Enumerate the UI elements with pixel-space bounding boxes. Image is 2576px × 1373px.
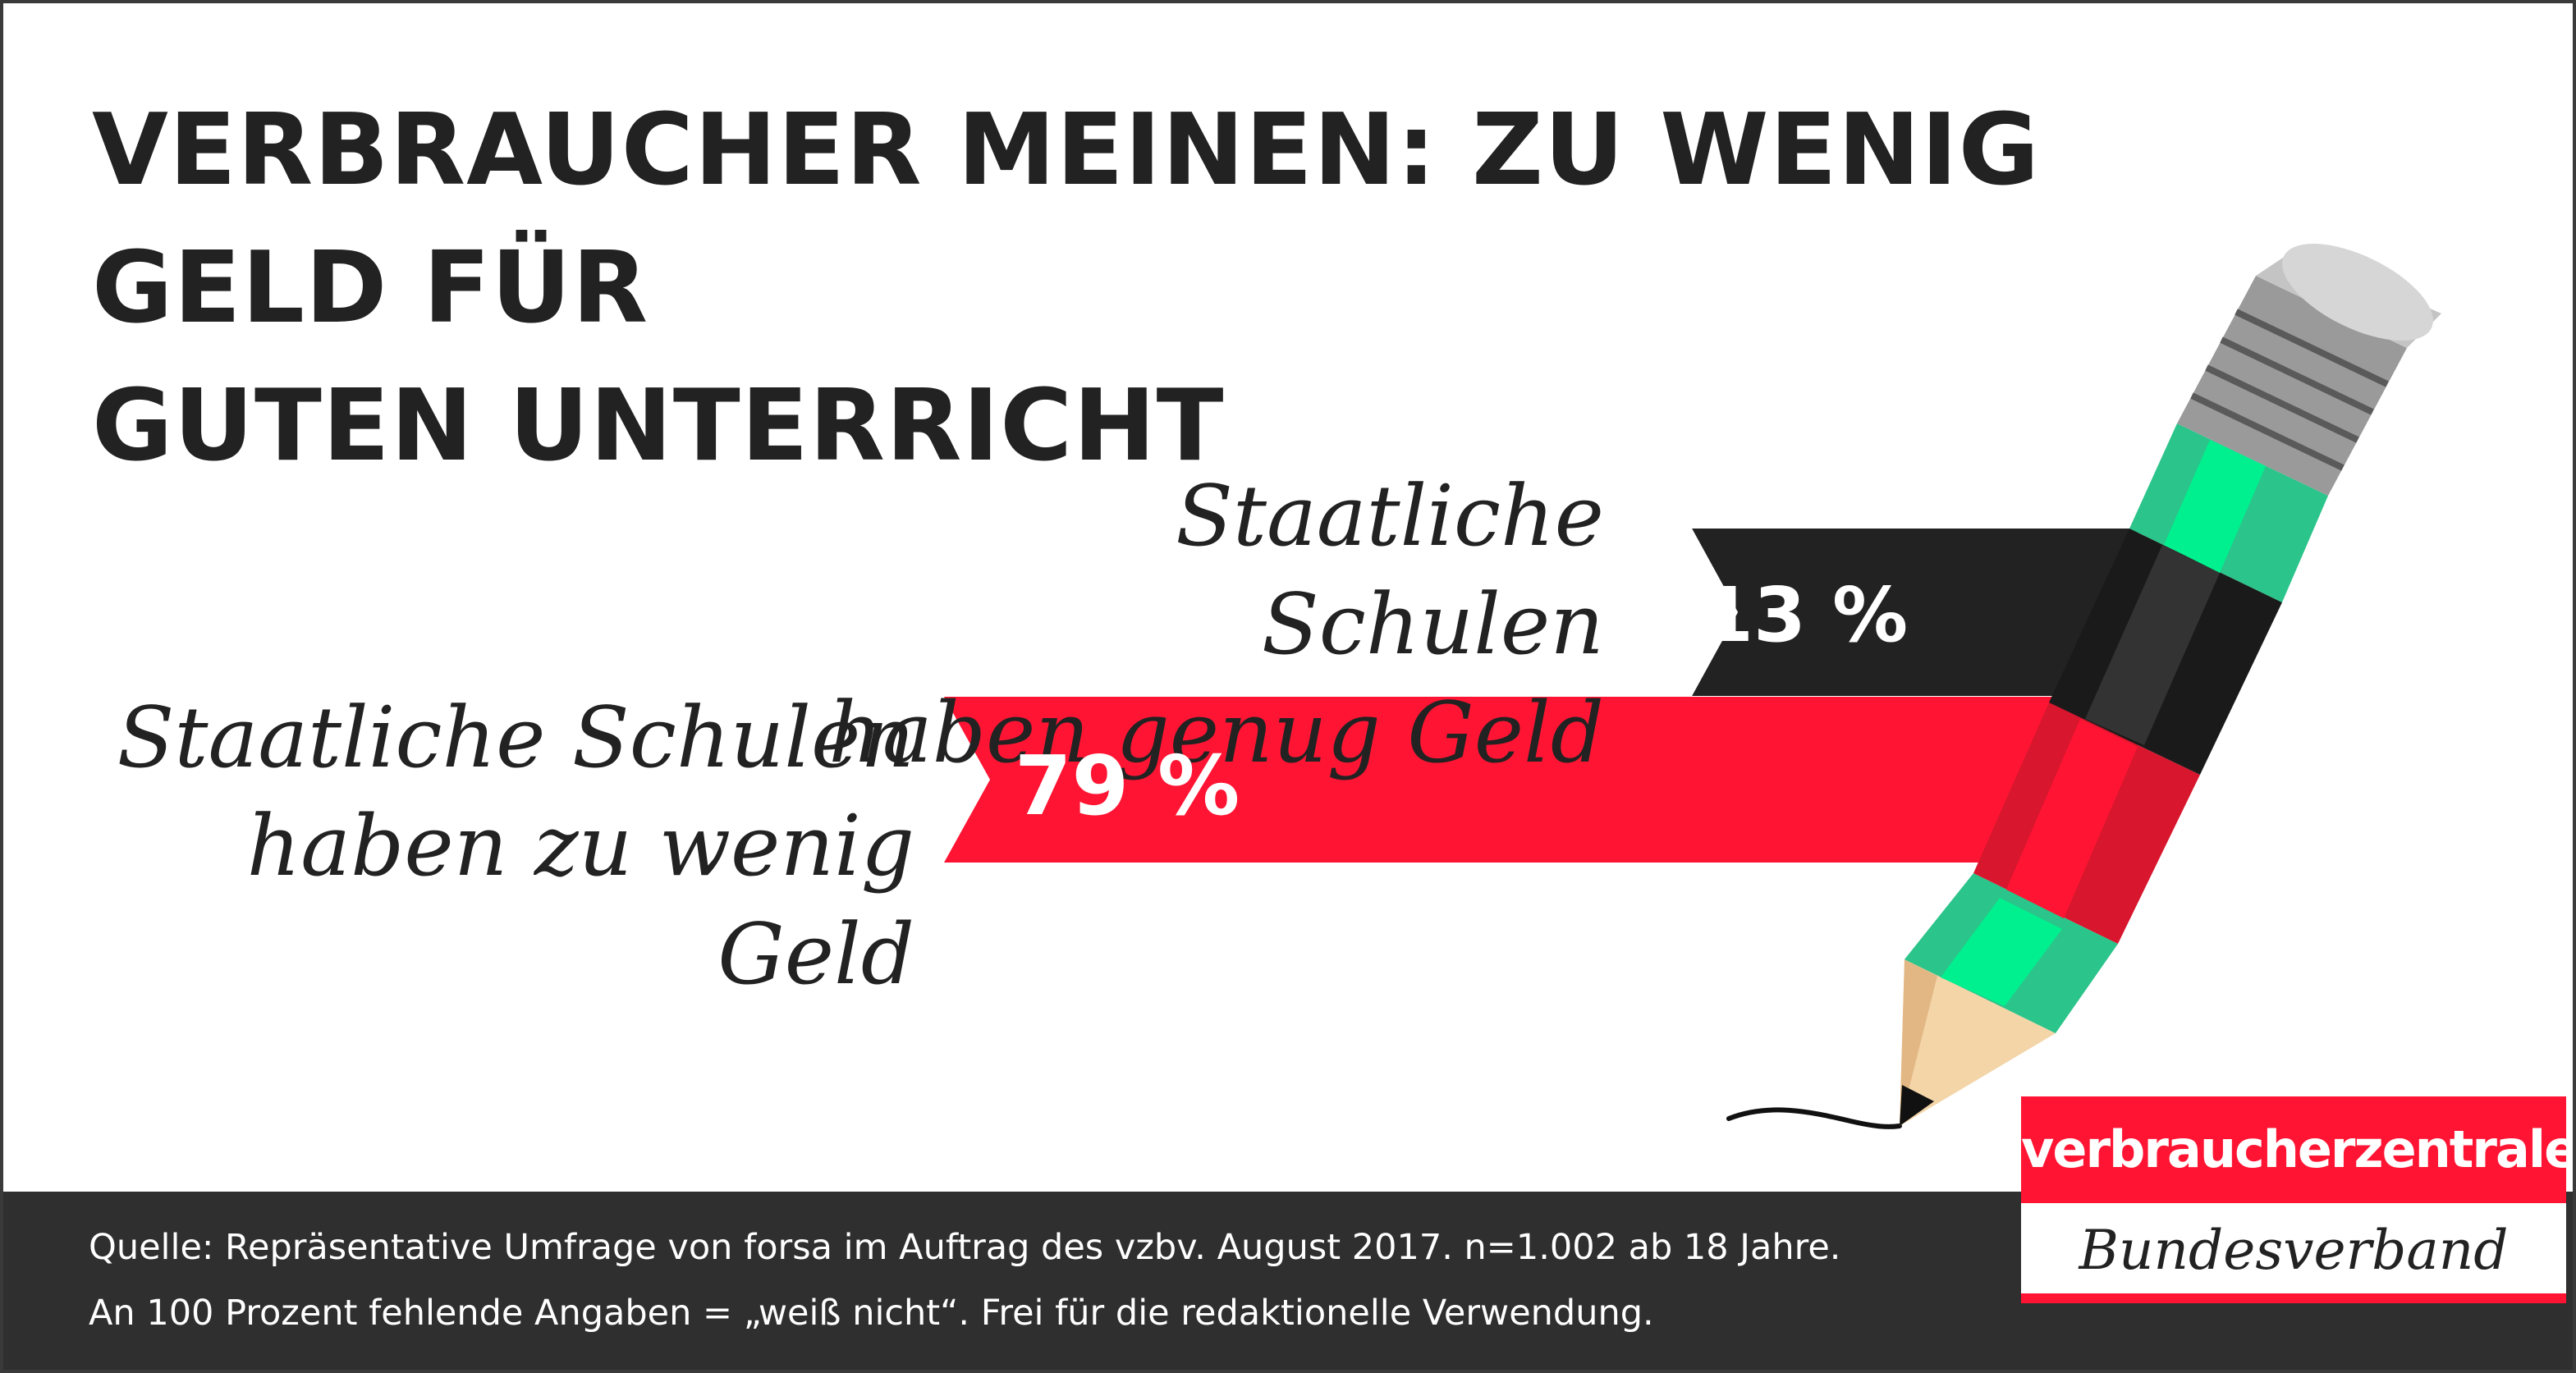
category-label-genug: Staatliche Schulen haben genug Geld bbox=[824, 463, 1604, 788]
chart-title: VERBRAUCHER MEINEN: ZU WENIG GELD FÜR GU… bbox=[92, 82, 2308, 496]
vzbv-logo: verbraucherzentrale Bundesverband bbox=[2021, 1096, 2573, 1303]
category-label-genug-line-1: Staatliche Schulen bbox=[1176, 468, 1604, 674]
logo-subtitle: Bundesverband bbox=[2079, 1219, 2509, 1282]
bar-genug bbox=[1692, 529, 2138, 696]
logo-wordmark: verbraucherzentrale bbox=[2021, 1096, 2573, 1203]
chart-graphic bbox=[3, 243, 2573, 1370]
category-label-genug-line-2: haben genug Geld bbox=[828, 684, 1604, 782]
pencil-icon bbox=[1726, 243, 2441, 1129]
source-line-2: An 100 Prozent fehlende Angaben = „weiß … bbox=[89, 1293, 1654, 1334]
data-label-wenig: 79 % bbox=[1015, 738, 1240, 834]
category-label-wenig: Staatliche Schulen haben zu wenig Geld bbox=[77, 684, 914, 1009]
source-line-1: Quelle: Repräsentative Umfrage von forsa… bbox=[89, 1227, 1841, 1268]
logo-underline bbox=[2021, 1293, 2566, 1303]
title-line-1: VERBRAUCHER MEINEN: ZU WENIG GELD FÜR bbox=[92, 94, 2041, 346]
category-label-wenig-line-1: Staatliche Schulen bbox=[117, 689, 914, 787]
category-label-wenig-line-2: haben zu wenig Geld bbox=[246, 798, 914, 1004]
data-label-genug: 13 % bbox=[1701, 571, 1909, 659]
title-line-2: GUTEN UNTERRICHT bbox=[92, 369, 1225, 483]
bar-wenig bbox=[944, 697, 2138, 863]
source-note: Quelle: Repräsentative Umfrage von forsa… bbox=[89, 1215, 1840, 1346]
